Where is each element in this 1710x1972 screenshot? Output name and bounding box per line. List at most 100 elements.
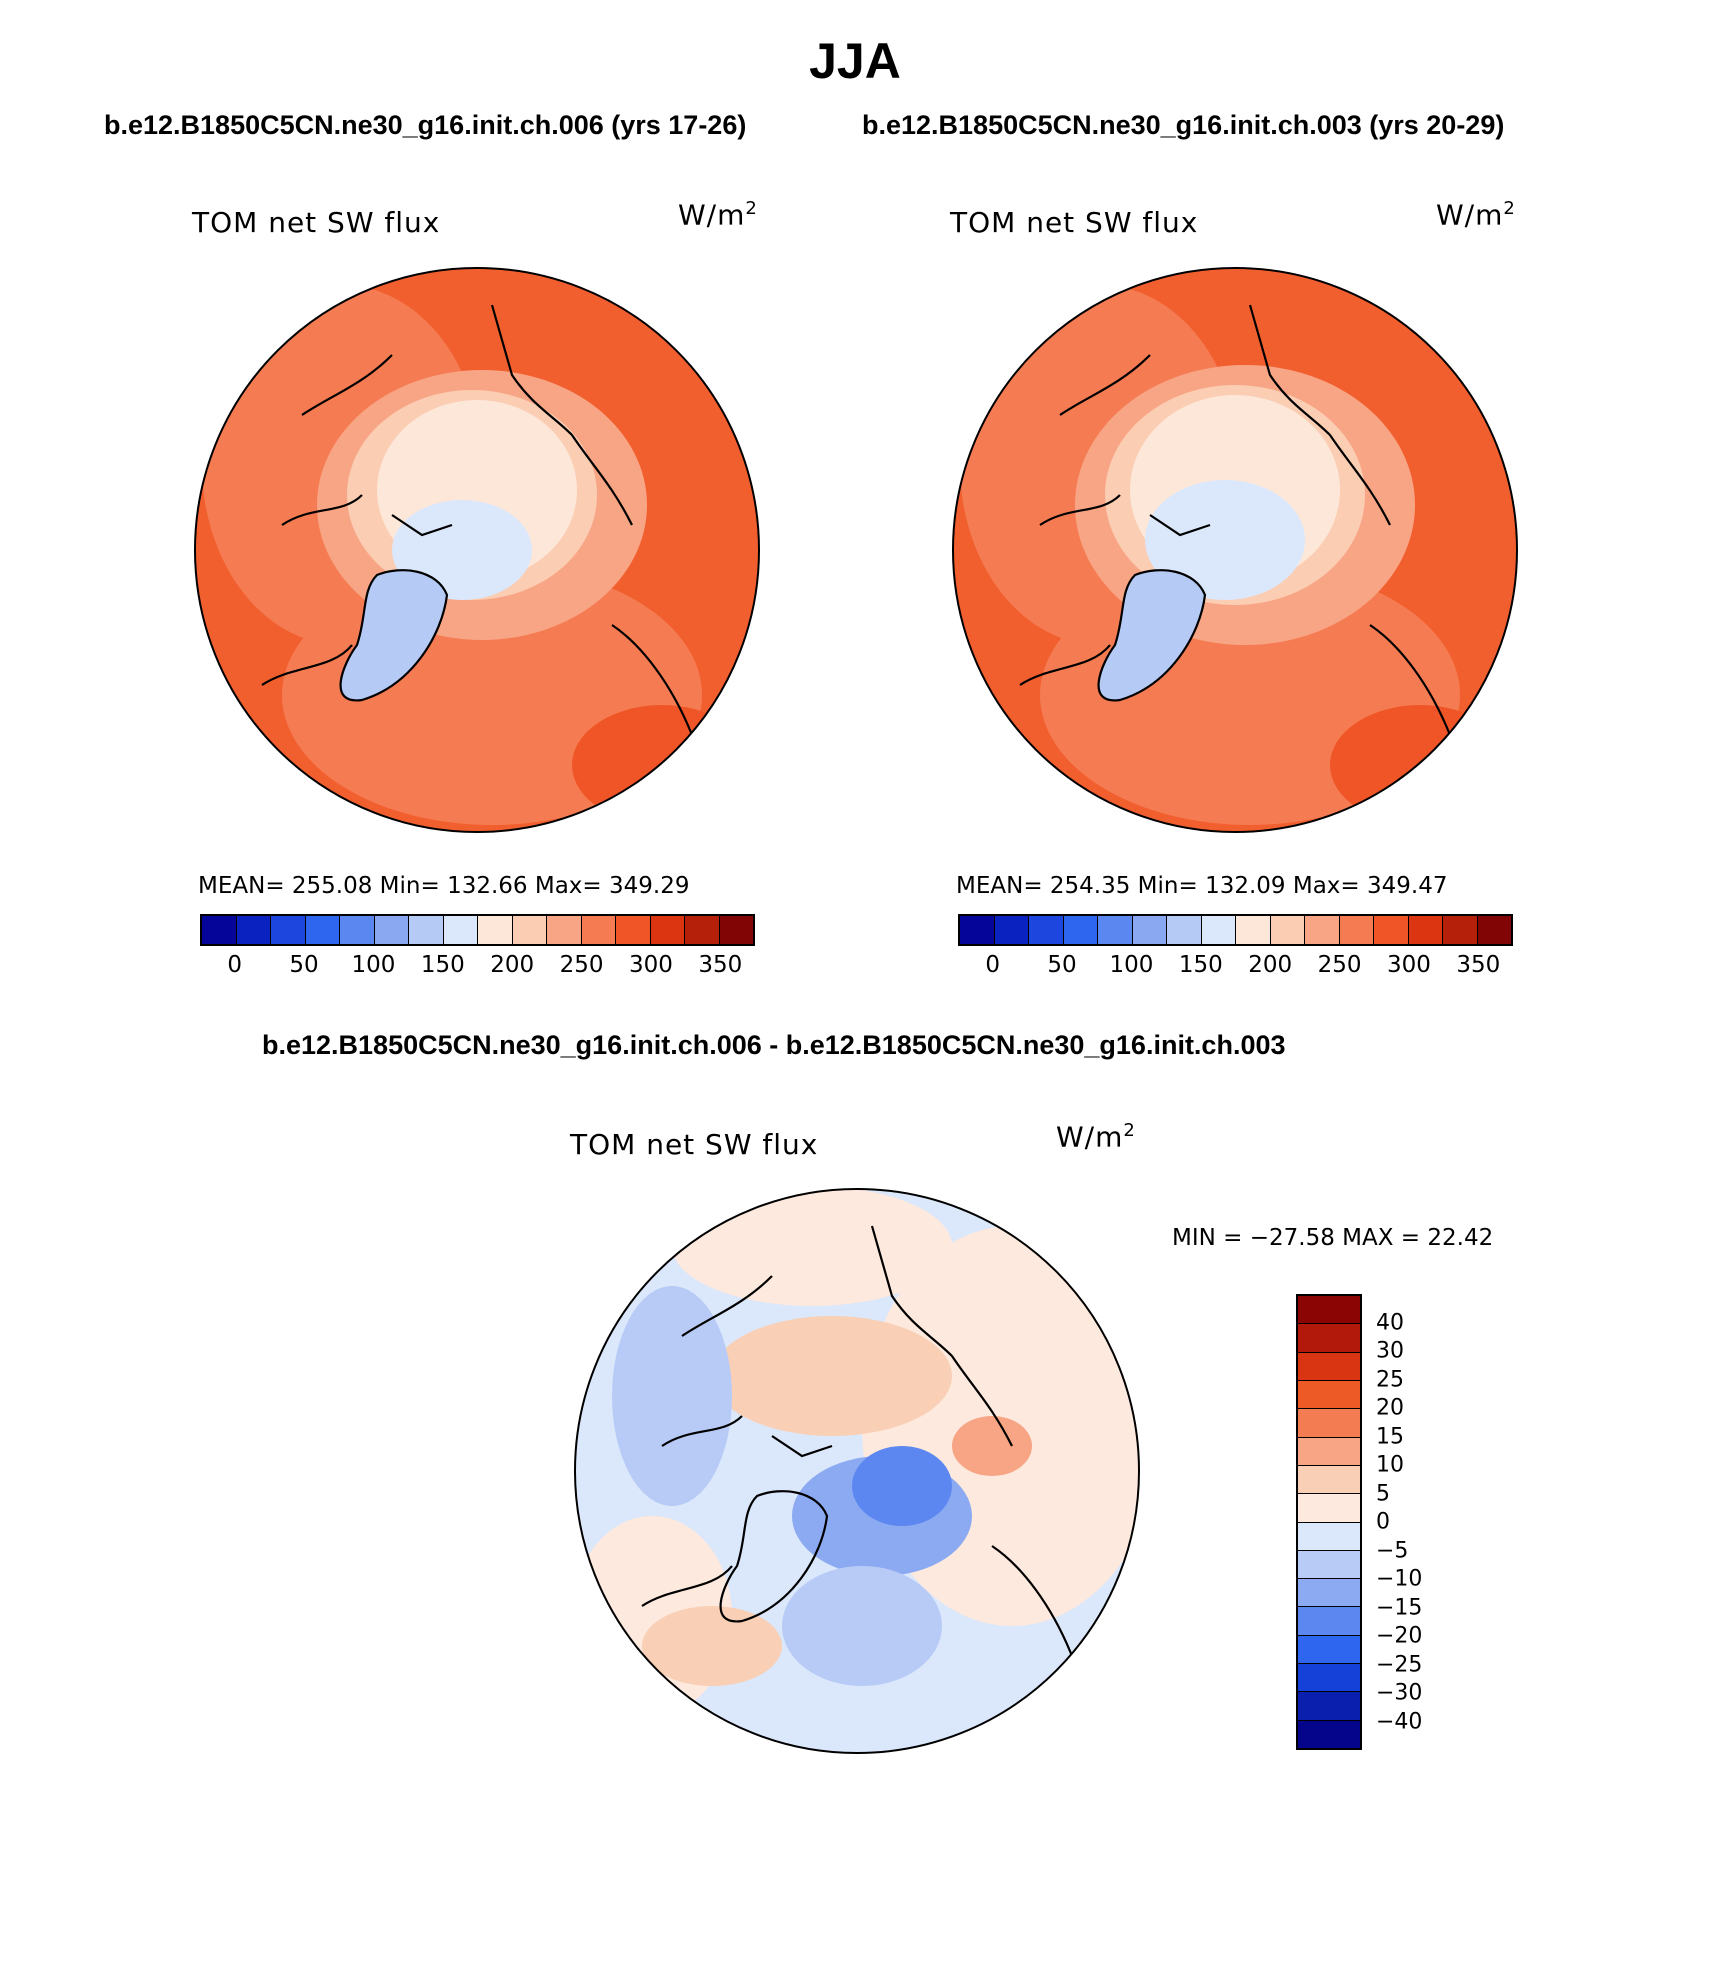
- colorbar-swatch: [1298, 1692, 1360, 1721]
- colorbar-tick-label: −25: [1376, 1652, 1423, 1677]
- colorbar-swatch: [1298, 1380, 1360, 1410]
- colorbar-swatch: [616, 916, 651, 944]
- colorbar-swatch: [1305, 916, 1340, 944]
- panel3-colorbar: [1296, 1294, 1362, 1750]
- coastline: [641, 1225, 1074, 1657]
- colorbar-tick-label: 300: [1386, 952, 1431, 978]
- colorbar-swatch: [1201, 916, 1236, 944]
- subtitle-right: b.e12.B1850C5CN.ne30_g16.init.ch.003 (yr…: [862, 110, 1505, 140]
- colorbar-tick-label: 0: [227, 952, 243, 978]
- colorbar-swatch: [1477, 916, 1511, 944]
- colorbar-tick-label: 5: [1376, 1481, 1390, 1506]
- colorbar-tick-label: −20: [1376, 1623, 1423, 1649]
- colorbar-tick-label: −40: [1376, 1709, 1423, 1734]
- panel1-stats: MEAN= 255.08 Min= 132.66 Max= 349.29: [198, 873, 690, 899]
- colorbar-swatch: [1063, 916, 1098, 944]
- colorbar-tick-label: 200: [1248, 952, 1293, 978]
- colorbar-swatch: [1298, 1522, 1360, 1551]
- colorbar-swatch: [1029, 916, 1064, 944]
- colorbar-tick-label: −30: [1376, 1680, 1423, 1706]
- colorbar-swatch: [960, 916, 995, 944]
- colorbar-tick-label: 200: [490, 952, 535, 978]
- colorbar-swatch: [1408, 916, 1443, 944]
- coastline: [261, 304, 694, 736]
- panel1-colorbar: [200, 914, 755, 946]
- colorbar-swatch: [512, 916, 547, 944]
- coastline: [1019, 304, 1452, 736]
- panel2-stats: MEAN= 254.35 Min= 132.09 Max= 349.47: [956, 873, 1448, 899]
- colorbar-swatch: [1270, 916, 1305, 944]
- colorbar-swatch: [478, 916, 513, 944]
- colorbar-tick-label: 350: [698, 952, 743, 978]
- panel3-units: W/m2: [1056, 1120, 1136, 1154]
- colorbar-swatch: [994, 916, 1029, 944]
- colorbar-tick-label: 30: [1376, 1338, 1404, 1364]
- colorbar-swatch: [1298, 1465, 1360, 1495]
- colorbar-swatch: [1298, 1579, 1360, 1608]
- colorbar-swatch: [547, 916, 582, 944]
- panel2-colorbar-ticks: 0 50 100 150 200 250 300 350: [958, 952, 1513, 982]
- figure-title: JJA: [809, 33, 901, 89]
- colorbar-tick-label: 350: [1456, 952, 1501, 978]
- colorbar-swatch: [271, 916, 306, 944]
- colorbar-tick-label: −5: [1376, 1538, 1409, 1563]
- colorbar-swatch: [581, 916, 616, 944]
- colorbar-tick-label: −15: [1376, 1595, 1423, 1620]
- colorbar-swatch: [685, 916, 720, 944]
- subtitle-left: b.e12.B1850C5CN.ne30_g16.init.ch.006 (yr…: [104, 110, 747, 140]
- colorbar-swatch: [236, 916, 271, 944]
- colorbar-tick-label: 100: [351, 952, 396, 978]
- colorbar-tick-label: 10: [1376, 1452, 1404, 1478]
- panel2-map: [952, 267, 1518, 833]
- colorbar-swatch: [1298, 1324, 1360, 1353]
- colorbar-swatch: [409, 916, 444, 944]
- colorbar-swatch: [1132, 916, 1167, 944]
- colorbar-tick-label: 20: [1376, 1395, 1404, 1421]
- colorbar-swatch: [374, 916, 409, 944]
- colorbar-tick-label: −10: [1376, 1566, 1423, 1592]
- panel1-map: [194, 267, 760, 833]
- colorbar-tick-label: 250: [559, 952, 604, 978]
- colorbar-swatch: [202, 916, 237, 944]
- colorbar-swatch: [1298, 1720, 1360, 1748]
- panel2-variable-label: TOM net SW flux: [950, 206, 1199, 239]
- colorbar-swatch: [1374, 916, 1409, 944]
- colorbar-swatch: [1167, 916, 1202, 944]
- panel2-units: W/m2: [1436, 198, 1516, 232]
- colorbar-tick-label: 150: [420, 952, 465, 978]
- diff-title: b.e12.B1850C5CN.ne30_g16.init.ch.006 - b…: [262, 1030, 1286, 1060]
- colorbar-swatch: [340, 916, 375, 944]
- colorbar-swatch: [1236, 916, 1271, 944]
- colorbar-tick-label: 40: [1376, 1310, 1404, 1335]
- panel1-variable-label: TOM net SW flux: [192, 206, 441, 239]
- colorbar-swatch: [1298, 1664, 1360, 1693]
- colorbar-swatch: [1298, 1635, 1360, 1665]
- colorbar-swatch: [719, 916, 753, 944]
- colorbar-swatch: [1298, 1437, 1360, 1466]
- greenland-region: [1098, 570, 1205, 701]
- colorbar-swatch: [1339, 916, 1374, 944]
- panel2-colorbar: [958, 914, 1513, 946]
- colorbar-tick-label: 300: [628, 952, 673, 978]
- colorbar-tick-label: 25: [1376, 1367, 1404, 1392]
- colorbar-swatch: [1298, 1607, 1360, 1636]
- panel1-units: W/m2: [678, 198, 758, 232]
- colorbar-tick-label: 50: [289, 952, 319, 978]
- colorbar-swatch: [305, 916, 340, 944]
- colorbar-swatch: [1298, 1550, 1360, 1580]
- colorbar-tick-label: 50: [1047, 952, 1077, 978]
- greenland-region: [340, 570, 447, 701]
- colorbar-swatch: [1098, 916, 1133, 944]
- colorbar-tick-label: 250: [1317, 952, 1362, 978]
- colorbar-tick-label: 150: [1178, 952, 1223, 978]
- panel3-stats: MIN = −27.58 MAX = 22.42: [1172, 1225, 1494, 1251]
- panel1-colorbar-ticks: 0 50 100 150 200 250 300 350: [200, 952, 755, 982]
- colorbar-swatch: [1298, 1352, 1360, 1381]
- panel3-variable-label: TOM net SW flux: [570, 1128, 819, 1161]
- colorbar-swatch: [443, 916, 478, 944]
- colorbar-swatch: [1298, 1296, 1360, 1325]
- colorbar-tick-label: 100: [1109, 952, 1154, 978]
- colorbar-swatch: [650, 916, 685, 944]
- colorbar-tick-label: 0: [985, 952, 1001, 978]
- colorbar-swatch: [1298, 1494, 1360, 1523]
